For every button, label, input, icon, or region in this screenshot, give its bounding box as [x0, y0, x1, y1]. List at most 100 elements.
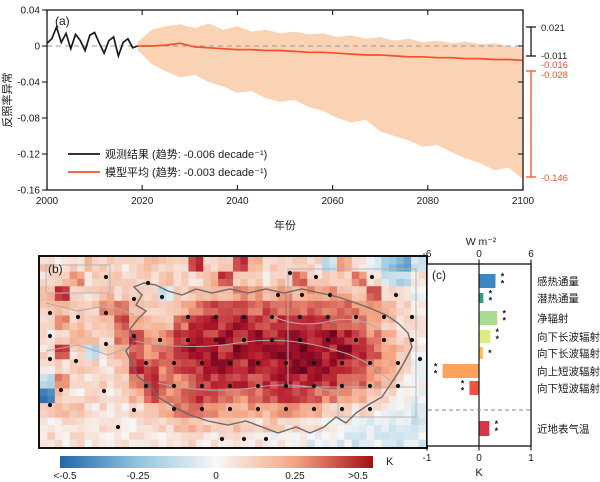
map-cell — [418, 366, 427, 375]
significance-dot — [325, 314, 331, 320]
map-cell — [240, 359, 249, 367]
map-cell — [247, 403, 256, 411]
map-cell — [247, 417, 256, 426]
panel-a-series-layer — [46, 23, 524, 180]
map-cell — [307, 417, 315, 426]
map-cell — [106, 300, 115, 309]
map-cell — [195, 359, 204, 367]
map-cell — [84, 388, 93, 397]
map-cell — [158, 359, 167, 367]
map-cell — [99, 337, 108, 345]
map-cell — [322, 381, 330, 389]
map-cell — [277, 330, 286, 338]
significance-dot — [353, 337, 359, 343]
map-cell — [218, 322, 226, 331]
map-cell — [166, 278, 174, 287]
map-cell — [218, 410, 226, 419]
map-cell — [255, 373, 263, 382]
map-cell — [359, 388, 367, 397]
map-cell — [121, 337, 130, 345]
map-cell — [359, 308, 367, 316]
map-cell — [106, 373, 115, 382]
map-cell — [47, 417, 56, 426]
map-cell — [136, 300, 145, 309]
map-cell — [344, 439, 353, 448]
map-cell — [240, 308, 249, 316]
map-cell — [322, 410, 330, 419]
map-cell — [344, 278, 353, 287]
map-cell — [284, 439, 293, 448]
significance-dot — [227, 360, 233, 366]
colorbar-tick-0: <-0.5 — [53, 471, 77, 482]
map-cell — [411, 286, 419, 294]
map-cell — [329, 425, 338, 433]
map-cell — [143, 417, 152, 426]
map-cell — [411, 322, 419, 331]
map-cell — [374, 352, 382, 360]
map-cell — [240, 425, 249, 433]
map-cell — [143, 286, 152, 294]
map-cell — [62, 439, 70, 448]
map-cell — [322, 293, 330, 302]
map-cell — [69, 344, 78, 353]
map-cell — [106, 410, 115, 419]
map-cell — [91, 337, 100, 345]
map-cell — [99, 439, 108, 448]
map-cell — [225, 344, 234, 353]
map-cell — [195, 381, 204, 389]
map-cell — [225, 293, 234, 302]
map-cell — [299, 352, 308, 360]
map-cell — [299, 388, 308, 397]
map-cell — [203, 359, 212, 367]
map-cell — [158, 271, 167, 280]
map-cell — [151, 381, 160, 389]
map-cell — [403, 278, 412, 287]
map-cell — [47, 293, 56, 302]
map-cell — [351, 308, 360, 316]
map-cell — [270, 344, 278, 353]
map-cell — [329, 337, 338, 345]
map-cell — [121, 278, 130, 287]
significance-dot — [131, 333, 137, 339]
map-cell — [188, 439, 197, 448]
map-cell — [151, 432, 160, 440]
map-cell — [418, 337, 427, 345]
significance-dot — [227, 406, 233, 412]
map-cell — [381, 300, 390, 309]
map-cell — [69, 388, 78, 397]
map-cell — [270, 432, 278, 440]
map-cell — [69, 366, 78, 375]
map-cell — [151, 417, 160, 426]
map-cell — [181, 293, 189, 302]
map-cell — [403, 344, 412, 353]
significance-dot — [255, 383, 261, 389]
map-cell — [284, 373, 293, 382]
map-cell — [233, 388, 241, 397]
map-cell — [292, 330, 301, 338]
map-cell — [166, 286, 174, 294]
map-cell — [99, 322, 108, 331]
significance-asterisk: * — [434, 369, 438, 379]
legend-model-label: 模型平均 (趋势: -0.003 decade⁻¹) — [105, 165, 267, 179]
map-cell — [114, 366, 122, 375]
map-cell — [322, 352, 330, 360]
map-cell — [388, 381, 397, 389]
map-cell — [403, 300, 412, 309]
map-cell — [114, 337, 122, 345]
map-cell — [366, 286, 375, 294]
top-axis-tick-label: -6 — [423, 249, 432, 260]
map-cell — [299, 373, 308, 382]
map-cell — [203, 417, 212, 426]
map-cell — [91, 417, 100, 426]
map-cell — [381, 439, 390, 448]
map-cell — [91, 410, 100, 419]
map-cell — [396, 381, 405, 389]
map-cell — [173, 308, 182, 316]
map-cell — [270, 425, 278, 433]
map-cell — [411, 373, 419, 382]
map-cell — [84, 308, 93, 316]
map-cell — [307, 373, 315, 382]
map-cell — [218, 352, 226, 360]
map-cell — [218, 395, 226, 404]
map-cell — [225, 315, 234, 324]
